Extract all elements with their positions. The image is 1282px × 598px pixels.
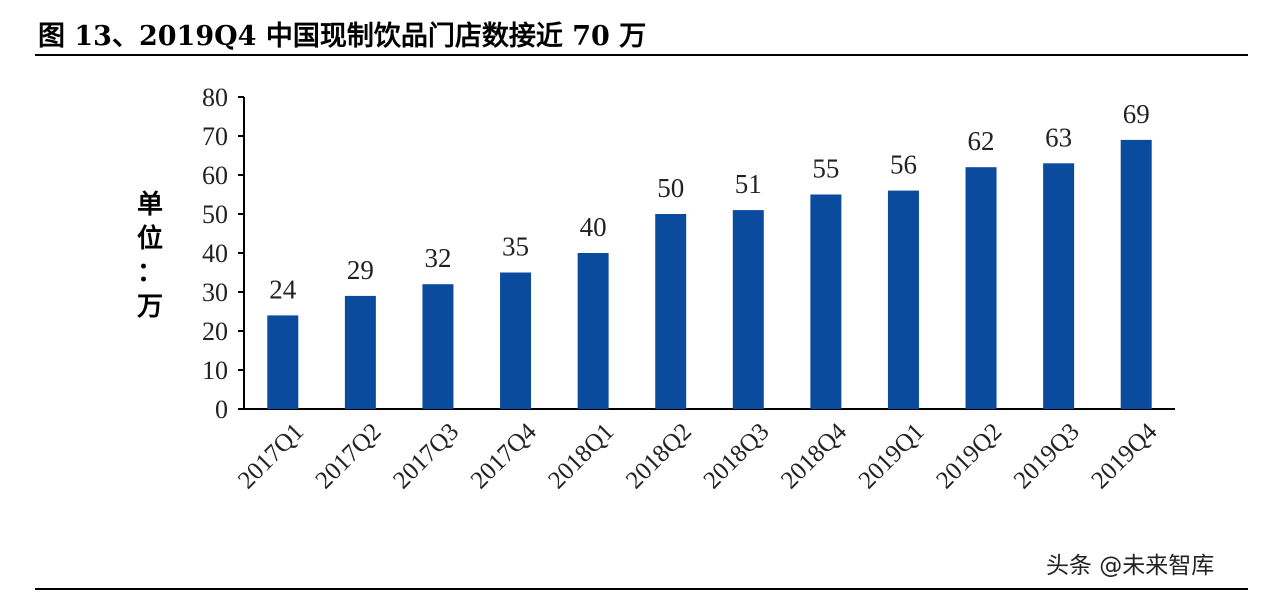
y-tick-label: 30	[202, 278, 228, 307]
bar	[500, 272, 532, 409]
data-label: 50	[657, 173, 684, 203]
x-tick-label: 2018Q1	[543, 418, 619, 494]
y-tick-label: 70	[202, 122, 228, 151]
y-tick-label: 60	[202, 161, 228, 190]
y-tick-label: 20	[202, 317, 228, 346]
data-label: 35	[502, 232, 529, 262]
data-label: 32	[424, 243, 451, 273]
watermark: 头条 @未来智库	[1046, 553, 1215, 579]
bar	[965, 167, 997, 409]
data-label: 24	[269, 274, 297, 304]
x-tick-label: 2018Q2	[621, 418, 697, 494]
bar	[577, 253, 609, 409]
bar	[732, 210, 764, 409]
bar	[1120, 139, 1152, 409]
y-tick-label: 50	[202, 200, 228, 229]
data-label: 69	[1123, 99, 1150, 129]
data-label: 40	[580, 212, 607, 242]
y-tick-label: 80	[202, 83, 228, 112]
data-label: 62	[968, 126, 995, 156]
bar	[810, 194, 842, 409]
x-tick-label: 2017Q2	[311, 418, 387, 494]
y-axis-label-char: ：	[136, 258, 163, 288]
x-tick-label: 2017Q3	[388, 418, 464, 494]
x-tick-label: 2018Q4	[776, 418, 852, 494]
data-label: 55	[812, 154, 839, 184]
x-tick-label: 2019Q1	[854, 418, 930, 494]
x-tick-label: 2019Q4	[1086, 418, 1162, 494]
y-tick-label: 40	[202, 239, 228, 268]
bar	[344, 295, 376, 409]
data-label: 63	[1045, 122, 1072, 152]
y-axis-label-char: 单	[136, 190, 163, 220]
top-rule	[35, 54, 1248, 56]
chart-title: 图 13、2019Q4 中国现制饮品门店数接近 70 万	[38, 21, 647, 52]
bottom-rule	[35, 588, 1248, 590]
x-tick-label: 2019Q2	[931, 418, 1007, 494]
x-tick-label: 2017Q1	[233, 418, 309, 494]
bar	[422, 284, 454, 409]
y-tick-label: 10	[202, 356, 228, 385]
data-label: 29	[347, 255, 374, 285]
bar	[1043, 163, 1075, 409]
y-tick-label: 0	[215, 395, 228, 424]
x-tick-label: 2019Q3	[1009, 418, 1085, 494]
bar	[887, 190, 919, 409]
y-axis-label-char: 位	[136, 224, 163, 254]
y-axis-label: 单 位 ： 万	[133, 188, 167, 324]
data-label: 56	[890, 150, 917, 180]
x-tick-label: 2017Q4	[466, 418, 542, 494]
x-tick-label: 2018Q3	[698, 418, 774, 494]
y-axis-label-char: 万	[136, 292, 163, 322]
data-label: 51	[735, 169, 762, 199]
bar	[655, 214, 687, 409]
bar	[267, 315, 299, 409]
